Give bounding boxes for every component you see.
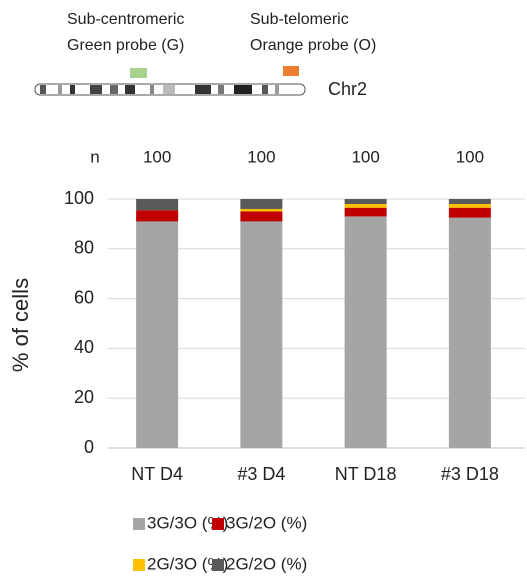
legend-label: 3G/2O (%) [226, 513, 307, 532]
probe-label: Green probe (G) [67, 37, 184, 54]
bar-segment [345, 208, 387, 217]
chart: Sub-centromeric Green probe (G) Sub-telo… [0, 0, 527, 583]
probe-label: Sub-centromeric [67, 11, 184, 28]
y-tick-label: 100 [64, 188, 94, 208]
y-axis-title: % of cells [8, 278, 33, 372]
x-tick-label: #3 D4 [237, 464, 285, 484]
bar-segment [449, 218, 491, 448]
bar-segment [240, 209, 282, 211]
bar-segment [136, 221, 178, 448]
bar-segment [449, 204, 491, 208]
n-value: 100 [247, 147, 275, 166]
legend-swatch [212, 559, 224, 571]
bar-segment [449, 199, 491, 204]
legend-label: 2G/2O (%) [226, 554, 307, 573]
bar-segment [345, 204, 387, 208]
bar-segment [136, 199, 178, 210]
chromosome-ideogram [35, 84, 305, 95]
bar-segment [240, 199, 282, 209]
bar-segment [240, 221, 282, 448]
green-probe [130, 68, 147, 78]
probe-label: Sub-telomeric [250, 11, 349, 28]
probe-label: Orange probe (O) [250, 37, 376, 54]
legend-swatch [133, 518, 145, 530]
orange-probe [283, 66, 299, 76]
bar-segment [136, 210, 178, 221]
bar-segment [449, 208, 491, 218]
legend-swatch [212, 518, 224, 530]
x-tick-label: #3 D18 [441, 464, 499, 484]
legend-swatch [133, 559, 145, 571]
n-value: 100 [456, 147, 484, 166]
y-tick-label: 40 [74, 337, 94, 357]
bar-segment [345, 199, 387, 204]
x-tick-label: NT D4 [131, 464, 183, 484]
x-tick-label: NT D18 [335, 464, 397, 484]
y-tick-label: 20 [74, 387, 94, 407]
n-label: n [90, 147, 99, 166]
bar-segment [240, 211, 282, 221]
bar-segment [345, 216, 387, 448]
n-value: 100 [351, 147, 379, 166]
n-value: 100 [143, 147, 171, 166]
chromosome-label: Chr2 [328, 79, 367, 99]
y-tick-label: 60 [74, 287, 94, 307]
y-tick-label: 80 [74, 238, 94, 258]
y-tick-label: 0 [84, 437, 94, 457]
